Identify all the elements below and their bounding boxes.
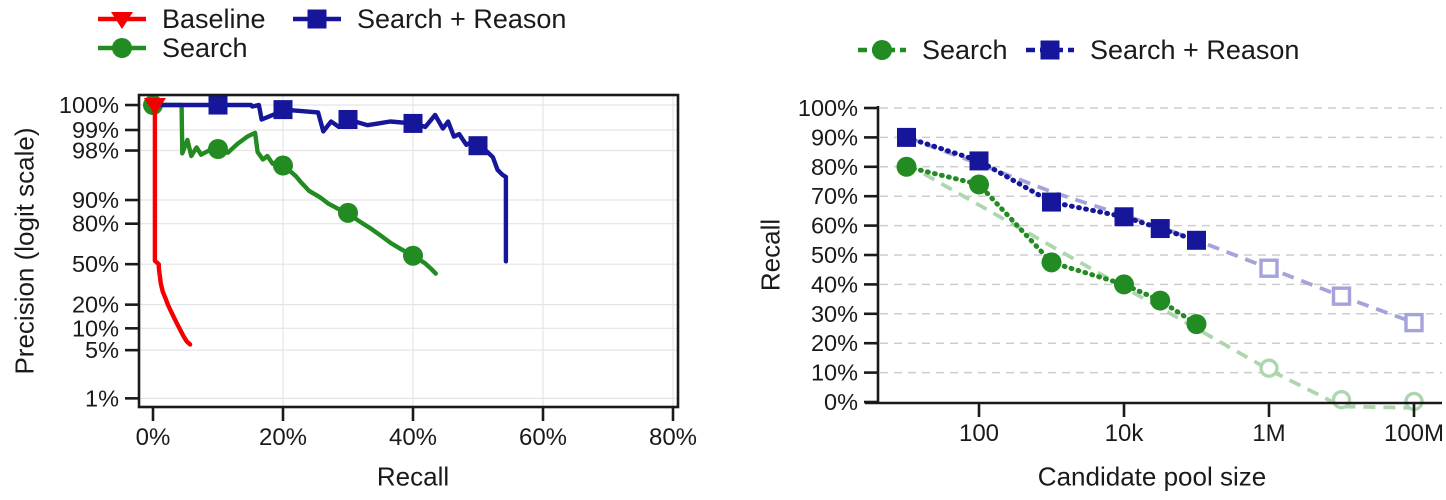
square-marker bbox=[338, 109, 358, 129]
right-y-tick-label: 100% bbox=[798, 95, 858, 121]
left-y-tick-label: 20% bbox=[72, 292, 119, 318]
right-chart-axes: 0% 10% 20% 30% 40% 50% 60% 70% 80% 90% 100% 100 10k 1… bbox=[798, 95, 1444, 447]
square-marker bbox=[969, 151, 989, 171]
right-y-tick-label: 10% bbox=[811, 360, 858, 386]
legend-item-search-reason-right: Search + Reason bbox=[1026, 35, 1299, 65]
left-x-axis-title: Recall bbox=[376, 461, 450, 492]
circle-marker bbox=[872, 40, 892, 60]
left-y-tick-label: 100% bbox=[59, 92, 119, 118]
right-y-tick-label: 0% bbox=[824, 389, 858, 415]
right-series-search-reason bbox=[897, 127, 1206, 250]
right-y-axis-title: Recall bbox=[755, 218, 786, 292]
left-y-tick-label: 90% bbox=[72, 187, 119, 213]
right-y-tick-label: 80% bbox=[811, 154, 858, 180]
left-series-baseline bbox=[143, 98, 193, 347]
legend-label: Search bbox=[162, 33, 248, 63]
square-marker bbox=[1187, 230, 1206, 250]
square-marker bbox=[273, 100, 293, 120]
left-x-tick-label: 0% bbox=[136, 424, 171, 451]
open-circle-marker bbox=[1259, 358, 1279, 378]
left-x-tick-label: 40% bbox=[389, 424, 437, 451]
legend-item-search-reason: Search + Reason bbox=[293, 4, 566, 34]
circle-marker bbox=[1114, 274, 1134, 295]
circle-marker bbox=[969, 174, 989, 195]
square-marker bbox=[403, 113, 423, 133]
open-square-marker bbox=[1331, 286, 1352, 306]
right-series-search bbox=[896, 156, 1207, 335]
left-chart-axes: 100%99%98%90%80%50%20%10%5%1%0% 20% 40% 60%… bbox=[59, 92, 697, 451]
left-chart: 100%99%98%90%80%50%20%10%5%1%0% 20% 40% 60%… bbox=[59, 4, 697, 451]
left-y-tick-label: 99% bbox=[72, 117, 119, 143]
left-chart-legend: Baseline Search + Reason Search bbox=[98, 4, 566, 63]
circle-marker bbox=[403, 245, 423, 266]
right-y-tick-label: 70% bbox=[811, 183, 858, 209]
right-chart: 0% 10% 20% 30% 40% 50% 60% 70% 80% 90% 100% 100 10k 1… bbox=[798, 35, 1444, 447]
right-x-tick-label: 100M bbox=[1384, 420, 1444, 447]
circle-marker bbox=[112, 38, 132, 58]
square-marker bbox=[1114, 207, 1134, 227]
left-series-search-reason bbox=[150, 95, 509, 264]
legend-label: Search + Reason bbox=[1090, 35, 1299, 65]
open-circle-marker bbox=[1331, 389, 1352, 410]
left-y-tick-label: 10% bbox=[72, 315, 119, 341]
left-y-axis-title: Precision (logit scale) bbox=[9, 127, 40, 375]
square-marker bbox=[1042, 192, 1061, 212]
right-y-tick-label: 30% bbox=[811, 301, 858, 327]
left-y-tick-label: 5% bbox=[85, 337, 119, 363]
right-chart-grid bbox=[880, 107, 1442, 374]
left-y-tick-label: 50% bbox=[72, 251, 119, 277]
right-y-tick-label: 60% bbox=[811, 213, 858, 239]
left-y-tick-label: 80% bbox=[72, 211, 119, 237]
legend-label: Baseline bbox=[162, 4, 266, 34]
square-marker bbox=[1040, 40, 1060, 60]
legend-item-search-right: Search bbox=[858, 35, 1008, 65]
legend-item-baseline: Baseline bbox=[98, 4, 266, 34]
circle-marker bbox=[208, 139, 228, 160]
circle-marker bbox=[896, 156, 917, 177]
square-marker bbox=[1150, 219, 1170, 239]
right-x-tick-label: 100 bbox=[959, 420, 999, 447]
right-y-tick-label: 20% bbox=[811, 330, 858, 356]
right-y-tick-label: 40% bbox=[811, 271, 858, 297]
circle-marker bbox=[1150, 290, 1171, 311]
legend-item-search: Search bbox=[98, 33, 248, 63]
right-x-axis-title: Candidate pool size bbox=[1037, 461, 1267, 492]
left-x-tick-label: 60% bbox=[519, 424, 567, 451]
right-chart-legend: Search Search + Reason bbox=[858, 35, 1299, 65]
square-marker bbox=[307, 9, 327, 29]
right-y-tick-label: 50% bbox=[811, 242, 858, 268]
circle-marker bbox=[338, 202, 358, 223]
open-square-marker bbox=[1259, 258, 1279, 278]
right-x-tick-label: 10k bbox=[1105, 420, 1145, 447]
left-x-tick-label: 80% bbox=[649, 424, 697, 451]
open-square-marker bbox=[1404, 312, 1424, 333]
triangle-down-marker bbox=[111, 12, 133, 29]
square-marker bbox=[208, 95, 228, 115]
left-y-tick-label: 1% bbox=[85, 385, 119, 411]
triangle-down-marker bbox=[143, 98, 166, 116]
legend-label: Search + Reason bbox=[357, 4, 566, 34]
circle-marker bbox=[1041, 252, 1062, 273]
circle-marker bbox=[1186, 314, 1207, 335]
square-marker bbox=[468, 136, 488, 156]
right-x-tick-label: 1M bbox=[1252, 420, 1285, 447]
left-x-tick-label: 20% bbox=[259, 424, 307, 451]
circle-marker bbox=[273, 155, 293, 176]
right-y-tick-label: 90% bbox=[811, 124, 858, 150]
square-marker bbox=[897, 127, 916, 147]
left-y-tick-label: 98% bbox=[72, 138, 119, 164]
legend-label: Search bbox=[922, 35, 1008, 65]
